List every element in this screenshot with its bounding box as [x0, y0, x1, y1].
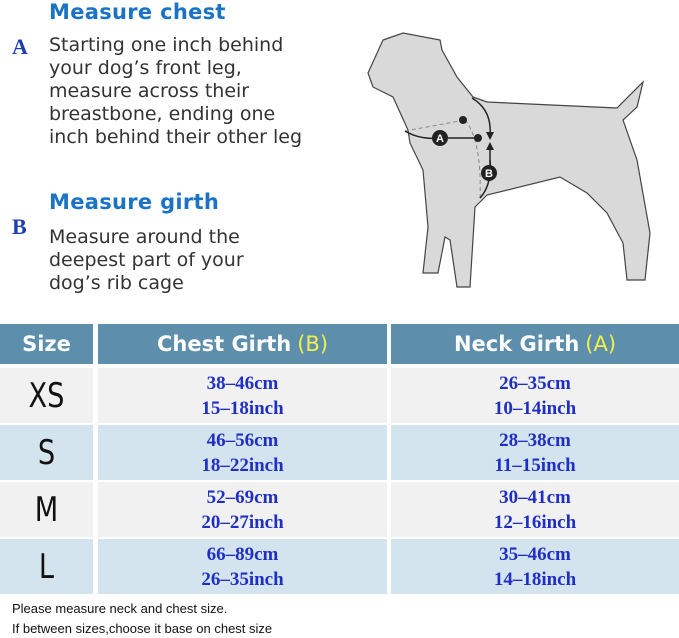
neck-inch: 14–18inch: [493, 568, 577, 590]
header-chest: Chest Girth (B): [98, 324, 387, 364]
size-label: XS: [28, 375, 65, 416]
letter-b: B: [12, 214, 27, 239]
neck-cm: 35–46cm: [499, 543, 571, 565]
measure-chest-title: Measure chest: [49, 0, 226, 24]
size-cell: S: [0, 425, 93, 480]
size-label: S: [37, 432, 56, 473]
size-cell: M: [0, 482, 93, 537]
neck-cm: 26–35cm: [499, 372, 571, 394]
chest-inch: 15–18inch: [201, 397, 284, 419]
chest-cm: 38–46cm: [206, 372, 279, 394]
chest-cm: 66–89cm: [206, 543, 279, 565]
header-chest-label: Chest Girth: [156, 332, 292, 356]
dog-silhouette: [367, 32, 651, 288]
desc-line: measure across their: [49, 80, 250, 102]
measure-chest-desc: Starting one inch behind your dog’s fron…: [49, 34, 302, 149]
marker-a: [432, 130, 448, 146]
marker-b: [481, 165, 497, 181]
size-cell: XS: [0, 368, 93, 423]
dog-diagram: A B: [367, 32, 651, 288]
header-chest-tag: (B): [297, 332, 329, 356]
size-label: L: [38, 546, 55, 587]
desc-line: your dog’s front leg,: [49, 57, 242, 79]
marker-b-label: B: [485, 168, 493, 180]
chest-cm: 52–69cm: [206, 486, 279, 508]
footer-note-1: Please measure neck and chest size.: [12, 601, 228, 616]
neck-cm: 30–41cm: [499, 486, 571, 508]
desc-line: deepest part of your: [49, 249, 244, 271]
measure-girth-desc: Measure around the deepest part of your …: [49, 226, 244, 295]
chest-inch: 20–27inch: [201, 511, 284, 533]
header-neck-tag: (A): [585, 332, 617, 356]
marker-a-label: A: [436, 133, 444, 145]
neck-inch: 11–15inch: [494, 454, 576, 476]
chest-inch: 26–35inch: [201, 568, 284, 590]
neck-inch: 10–14inch: [493, 397, 577, 419]
desc-line: Starting one inch behind: [49, 34, 284, 56]
size-label: M: [34, 489, 59, 530]
header-neck: Neck Girth (A): [391, 324, 679, 364]
chest-cm: 46–56cm: [206, 429, 279, 451]
chest-cell: 66–89cm 26–35inch: [98, 539, 387, 594]
measure-girth-title: Measure girth: [49, 190, 220, 214]
chest-cell: 38–46cm 15–18inch: [98, 368, 387, 423]
desc-line: Measure around the: [49, 226, 240, 248]
header-neck-label: Neck Girth: [453, 332, 580, 356]
header-size: Size: [0, 324, 93, 364]
letter-a: A: [12, 34, 28, 59]
desc-line: inch behind their other leg: [49, 126, 303, 148]
chest-inch: 18–22inch: [201, 454, 284, 476]
size-cell: L: [0, 539, 93, 594]
neck-cell: 26–35cm 10–14inch: [391, 368, 679, 423]
footer-note-2: If between sizes,choose it base on chest…: [12, 621, 273, 636]
desc-line: breastbone, ending one: [49, 103, 276, 125]
neck-cm: 28–38cm: [499, 429, 571, 451]
desc-line: dog’s rib cage: [49, 272, 184, 294]
chest-cell: 52–69cm 20–27inch: [98, 482, 387, 537]
neck-cell: 30–41cm 12–16inch: [391, 482, 679, 537]
neck-inch: 12–16inch: [493, 511, 577, 533]
chest-cell: 46–56cm 18–22inch: [98, 425, 387, 480]
neck-cell: 28–38cm 11–15inch: [391, 425, 679, 480]
neck-cell: 35–46cm 14–18inch: [391, 539, 679, 594]
